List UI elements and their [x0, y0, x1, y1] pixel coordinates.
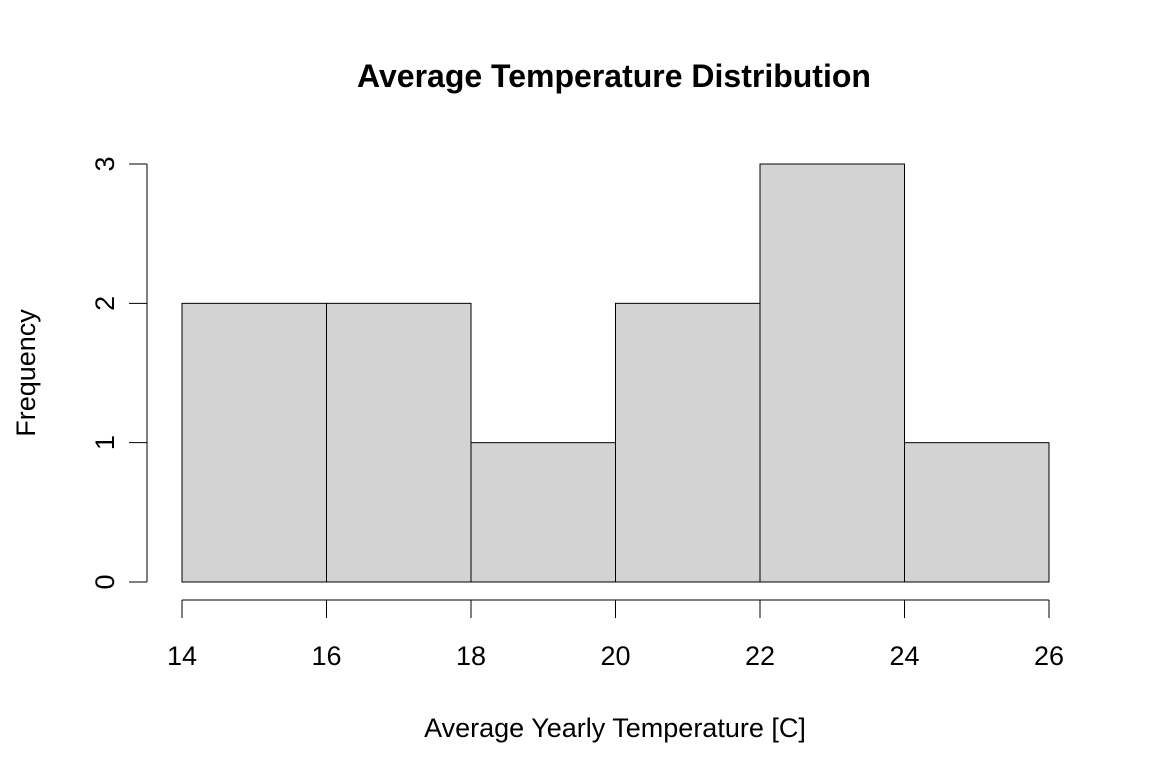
x-tick-label: 24 — [889, 641, 919, 671]
chart-title: Average Temperature Distribution — [357, 58, 871, 94]
x-tick-label: 18 — [456, 641, 486, 671]
y-tick-label: 3 — [90, 156, 120, 171]
histogram-bar-24-26 — [904, 442, 1050, 583]
y-tick-label: 2 — [90, 296, 120, 311]
x-tick-label: 14 — [167, 641, 197, 671]
y-tick-label: 0 — [90, 574, 120, 589]
x-axis-label: Average Yearly Temperature [C] — [424, 713, 806, 743]
bars-group — [181, 163, 1050, 583]
y-axis-label: Frequency — [11, 309, 41, 437]
x-tick-label: 22 — [745, 641, 775, 671]
x-axis: 14 16 18 20 22 24 26 — [167, 599, 1064, 671]
y-axis: 0 1 2 3 — [90, 156, 148, 590]
histogram-bar-22-24 — [759, 163, 905, 583]
histogram-bar-20-22 — [615, 302, 761, 583]
histogram-bar-16-18 — [326, 302, 472, 583]
histogram-bar-18-20 — [470, 442, 616, 583]
histogram-bar-14-16 — [181, 302, 327, 583]
x-tick-label: 16 — [311, 641, 341, 671]
y-tick-label: 1 — [90, 435, 120, 450]
x-tick-label: 26 — [1034, 641, 1064, 671]
x-tick-label: 20 — [600, 641, 630, 671]
